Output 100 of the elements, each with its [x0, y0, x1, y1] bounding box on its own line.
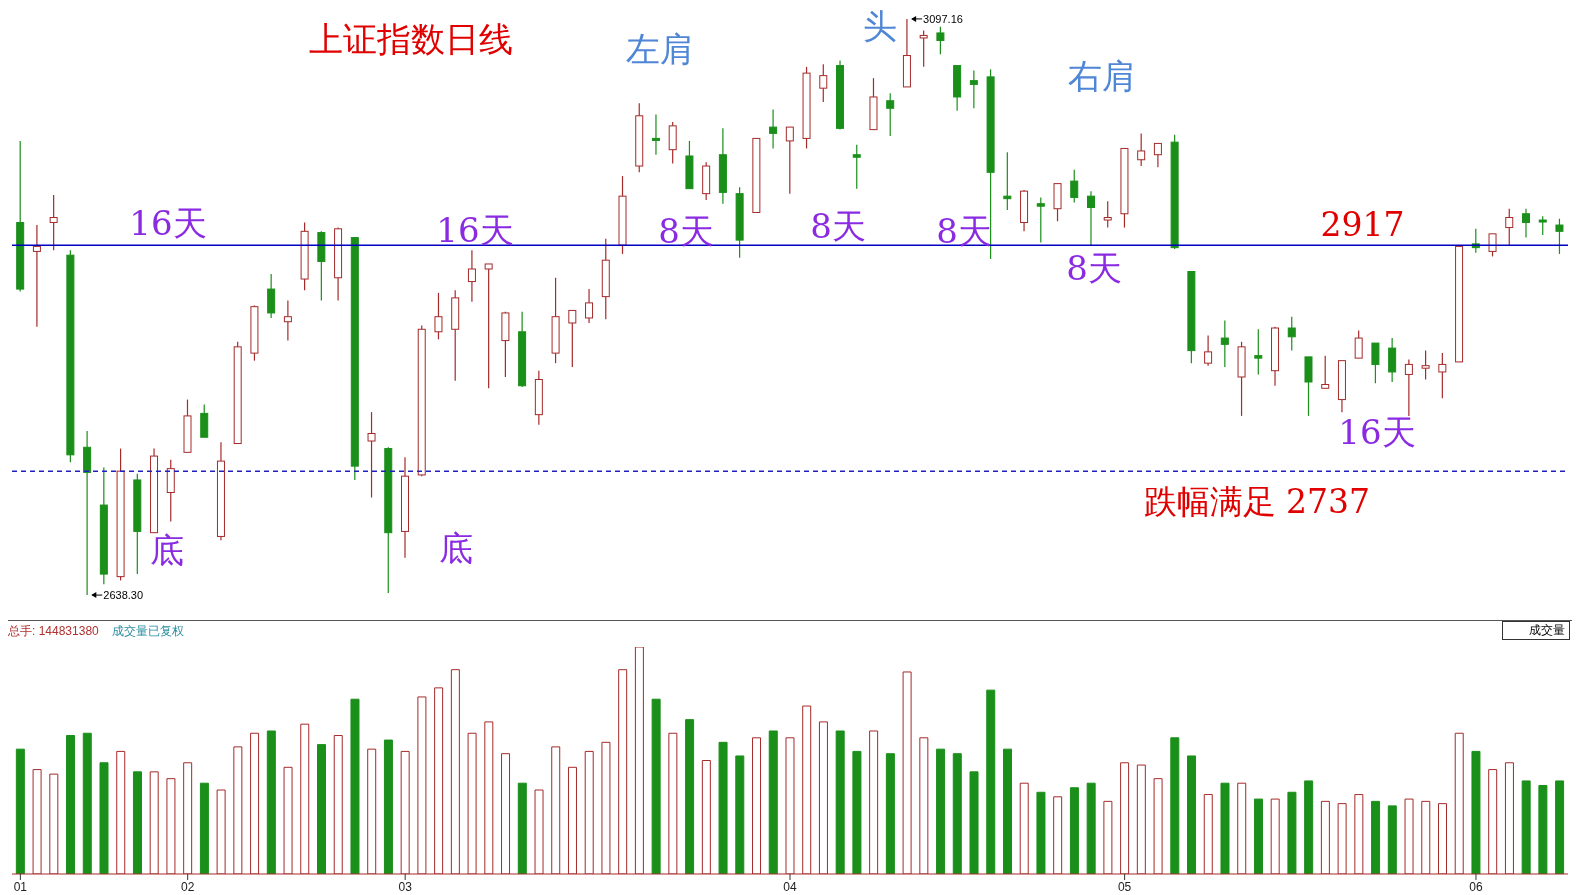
candlestick — [585, 288, 594, 324]
candlestick — [484, 263, 493, 389]
candlestick — [1103, 200, 1112, 229]
bar — [651, 698, 661, 874]
candlestick — [1404, 358, 1413, 417]
candlestick — [1204, 334, 1213, 367]
candlestick — [1371, 342, 1380, 384]
bar — [952, 753, 962, 874]
candlestick — [1321, 355, 1330, 389]
bar — [132, 771, 142, 874]
chart-title: 上证指数日线 — [309, 18, 513, 61]
bar — [266, 730, 276, 874]
annotation: 3097.16 — [923, 12, 963, 25]
candlestick — [1555, 218, 1564, 255]
candlestick — [568, 309, 577, 368]
x-tick-label: 06 — [1469, 880, 1483, 894]
bar — [718, 741, 728, 874]
candlestick — [200, 404, 209, 438]
candlestick — [1070, 169, 1079, 204]
annotation: 8天 — [810, 205, 866, 248]
candlestick — [1036, 196, 1045, 244]
annotation: 左肩 — [626, 28, 694, 71]
bar — [1187, 755, 1197, 874]
x-tick-label: 05 — [1117, 880, 1132, 894]
bar — [835, 730, 845, 874]
annotation: 2638.30 — [103, 589, 144, 602]
bar — [768, 730, 778, 874]
bar — [1538, 784, 1548, 874]
candlestick — [1153, 142, 1162, 168]
candlestick — [1538, 215, 1547, 236]
bar — [15, 748, 25, 874]
candlestick — [467, 249, 476, 303]
x-tick-label: 03 — [398, 880, 413, 894]
candlestick — [852, 144, 861, 190]
candlestick — [166, 459, 175, 522]
candlestick — [785, 126, 794, 195]
bar — [735, 755, 745, 874]
text: 总手: 144831380 — [8, 623, 99, 640]
candlestick — [1388, 337, 1397, 383]
candlestick — [1137, 132, 1146, 167]
annotation: 右肩 — [1068, 55, 1136, 98]
candlestick — [283, 299, 292, 342]
bar — [517, 782, 527, 874]
bar — [1086, 782, 1096, 874]
candlestick — [651, 113, 660, 156]
text: 成交量已复权 — [112, 623, 184, 640]
bar — [986, 689, 996, 874]
bar — [350, 698, 360, 874]
annotation: 底 — [150, 529, 184, 572]
annotation: 16天 — [1338, 411, 1416, 454]
bar — [1036, 791, 1046, 874]
annotation: 头 — [863, 5, 897, 48]
candlestick — [1354, 329, 1363, 359]
candlestick — [1521, 208, 1530, 239]
bar — [317, 744, 327, 874]
candlestick — [32, 224, 41, 328]
candlestick — [769, 108, 778, 150]
bar — [1555, 780, 1565, 874]
annotation: 16天 — [129, 202, 207, 245]
candlestick — [49, 194, 58, 251]
annotation: 底 — [439, 527, 473, 570]
x-tick-label: 04 — [783, 880, 797, 894]
candlestick — [1086, 190, 1095, 246]
bar — [1287, 791, 1297, 874]
candlestick — [886, 92, 895, 137]
candlestick — [1505, 208, 1514, 246]
bar — [936, 748, 946, 874]
candlestick — [1254, 328, 1263, 376]
candlestick — [1287, 316, 1296, 352]
bar — [685, 719, 695, 874]
bar — [969, 771, 979, 874]
bar — [82, 732, 92, 874]
bar — [1304, 780, 1314, 874]
candlestick — [267, 273, 276, 319]
bar — [885, 753, 895, 874]
candlestick — [969, 70, 978, 109]
candlestick — [1421, 350, 1430, 381]
candlestick — [1220, 319, 1229, 368]
candlestick — [936, 26, 945, 55]
annotation: 8天 — [658, 210, 714, 253]
bar — [199, 782, 209, 874]
ref-line-label: 跌幅满足 2737 — [1143, 482, 1371, 522]
candlestick — [367, 411, 376, 499]
annotation: 16天 — [436, 209, 514, 252]
candlestick — [668, 121, 677, 165]
candlestick — [1438, 352, 1447, 399]
bar — [1387, 805, 1397, 874]
bar — [1253, 798, 1263, 874]
bar — [1371, 800, 1381, 874]
x-tick-label: 01 — [13, 880, 28, 894]
ref-line-label: 2917 — [1320, 205, 1405, 245]
bar — [1069, 787, 1079, 874]
bar — [383, 739, 393, 874]
bar — [1220, 782, 1230, 874]
text: 成交量 — [1502, 621, 1570, 640]
bar — [1170, 737, 1180, 874]
bar — [1002, 748, 1012, 874]
annotation: 8天 — [1066, 247, 1122, 290]
bar — [1471, 750, 1481, 874]
candlestick — [919, 29, 928, 68]
